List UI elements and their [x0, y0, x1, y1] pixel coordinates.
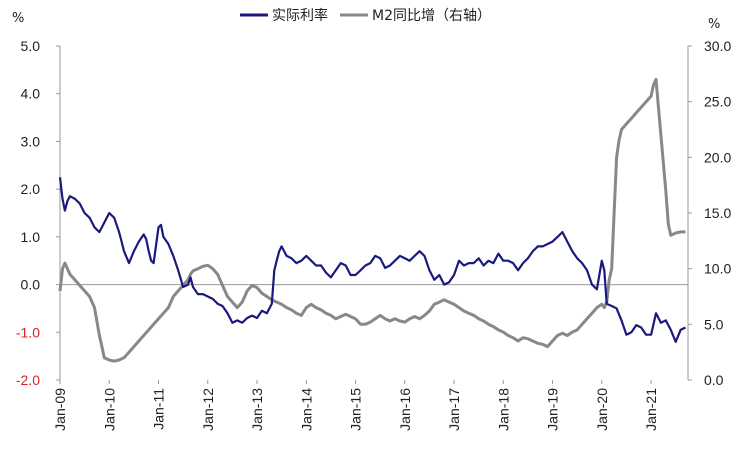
left-tick-label: -2.0	[16, 372, 40, 388]
right-tick-label: 30.0	[704, 38, 731, 54]
x-tick-label: Jan-11	[151, 388, 167, 430]
series-line-real-rate	[58, 177, 686, 343]
right-axis-ticks: 30.0 25.0 20.0 15.0 10.0 5.0 0.0	[688, 38, 731, 388]
right-axis-unit: %	[708, 17, 720, 32]
x-tick-label: Jan-18	[495, 388, 511, 431]
x-tick-label: Jan-15	[348, 388, 364, 431]
legend-label-m2: M2同比增（右轴）	[372, 8, 491, 24]
x-tick-label: Jan-19	[545, 388, 561, 431]
x-tick-label: Jan-20	[594, 388, 610, 431]
x-tick-label: Jan-13	[249, 388, 265, 431]
left-tick-label: -1.0	[16, 324, 40, 340]
right-tick-label: 10.0	[704, 261, 731, 277]
right-tick-label: 15.0	[704, 205, 731, 221]
left-axis-ticks: 5.0 4.0 3.0 2.0 1.0 0.0 -1.0 -2.0	[16, 38, 60, 388]
right-tick-label: 20.0	[704, 149, 731, 165]
left-tick-label: 4.0	[21, 86, 41, 102]
x-tick-label: Jan-14	[298, 388, 314, 431]
right-tick-label: 5.0	[704, 316, 724, 332]
left-axis-unit: %	[12, 11, 24, 26]
left-tick-label: 0.0	[21, 277, 41, 293]
x-tick-label: Jan-16	[397, 388, 413, 431]
legend-label-real-rate: 实际利率	[272, 7, 328, 24]
x-tick-label: Jan-10	[101, 388, 117, 431]
axes	[59, 46, 689, 380]
left-tick-label: 3.0	[21, 133, 41, 149]
x-tick-label: Jan-21	[643, 388, 659, 431]
left-tick-label: 2.0	[21, 181, 41, 197]
x-axis-ticks: Jan-09 Jan-10 Jan-11 Jan-12 Jan-13 Jan-14 Jan-…	[52, 380, 659, 431]
legend: 实际利率 M2同比增（右轴）	[240, 7, 491, 24]
series-line-m2	[58, 77, 686, 363]
left-tick-label: 1.0	[21, 229, 41, 245]
x-tick-label: Jan-12	[200, 388, 216, 431]
right-tick-label: 0.0	[704, 372, 724, 388]
x-tick-label: Jan-17	[446, 388, 462, 431]
right-tick-label: 25.0	[704, 94, 731, 110]
x-tick-label: Jan-09	[52, 388, 68, 431]
left-tick-label: 5.0	[21, 38, 41, 54]
series-layer	[58, 77, 686, 363]
